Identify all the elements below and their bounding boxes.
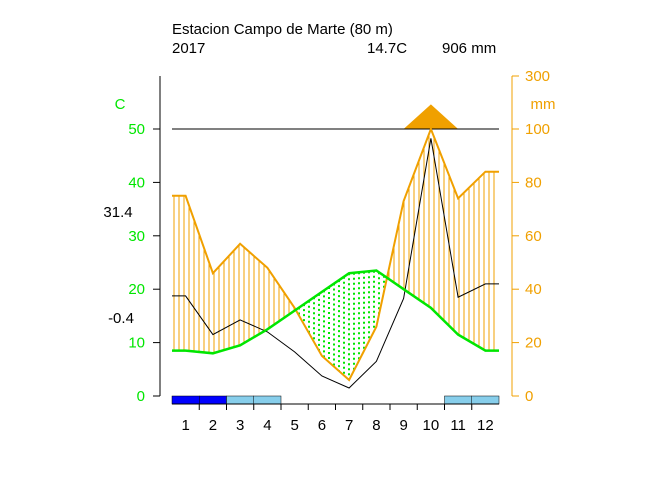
- frost-month-2: [199, 395, 227, 405]
- right-axis-unit: mm: [531, 96, 556, 113]
- right-tick-label: 20: [525, 335, 542, 352]
- month-label: 10: [423, 417, 440, 434]
- chart-year: 2017: [172, 40, 205, 57]
- left-tick-label: 50: [128, 121, 145, 138]
- frost-month-4: [253, 395, 282, 405]
- left-tick-label: 40: [128, 174, 145, 191]
- month-label: 9: [399, 417, 407, 434]
- left-tick-label: 10: [128, 335, 145, 352]
- month-label: 6: [318, 417, 326, 434]
- right-tick-label: 40: [525, 281, 542, 298]
- right-tick-label: 300: [525, 68, 550, 85]
- month-label: 5: [290, 417, 298, 434]
- month-label: 1: [181, 417, 189, 434]
- frost-month-3: [226, 395, 254, 405]
- plot-area: [171, 104, 500, 405]
- precip-excess-area: [172, 104, 499, 129]
- left-axis-unit: C: [115, 96, 126, 113]
- temperature-line: [172, 269, 499, 355]
- right-tick-label: 0: [525, 388, 533, 405]
- frost-bar: [171, 395, 500, 405]
- humid-hatching: [173, 133, 495, 380]
- right-tick-label: 100: [525, 121, 550, 138]
- frost-month-1: [171, 395, 200, 405]
- month-label: 3: [236, 417, 244, 434]
- precip-half-scale-line: [172, 138, 499, 389]
- frost-month-11: [444, 395, 472, 405]
- left-tick-label: 20: [128, 281, 145, 298]
- month-label: 2: [209, 417, 217, 434]
- precipitation-line: [172, 126, 499, 382]
- left-tick-label: 0: [137, 388, 145, 405]
- month-label: 12: [477, 417, 494, 434]
- annual-precip-label: 906 mm: [442, 40, 496, 57]
- month-label: 8: [372, 417, 380, 434]
- month-label: 4: [263, 417, 271, 434]
- month-label: 11: [450, 417, 466, 434]
- left-tick-label: 30: [128, 228, 145, 245]
- chart-title: Estacion Campo de Marte (80 m): [172, 21, 393, 38]
- month-label: 7: [345, 417, 353, 434]
- min-temp-label: -0.4: [108, 310, 134, 327]
- mean-temp-label: 14.7C: [367, 40, 407, 57]
- frost-month-12: [471, 395, 500, 405]
- max-temp-label: 31.4: [103, 204, 132, 221]
- right-tick-label: 80: [525, 174, 542, 191]
- right-tick-label: 60: [525, 228, 542, 245]
